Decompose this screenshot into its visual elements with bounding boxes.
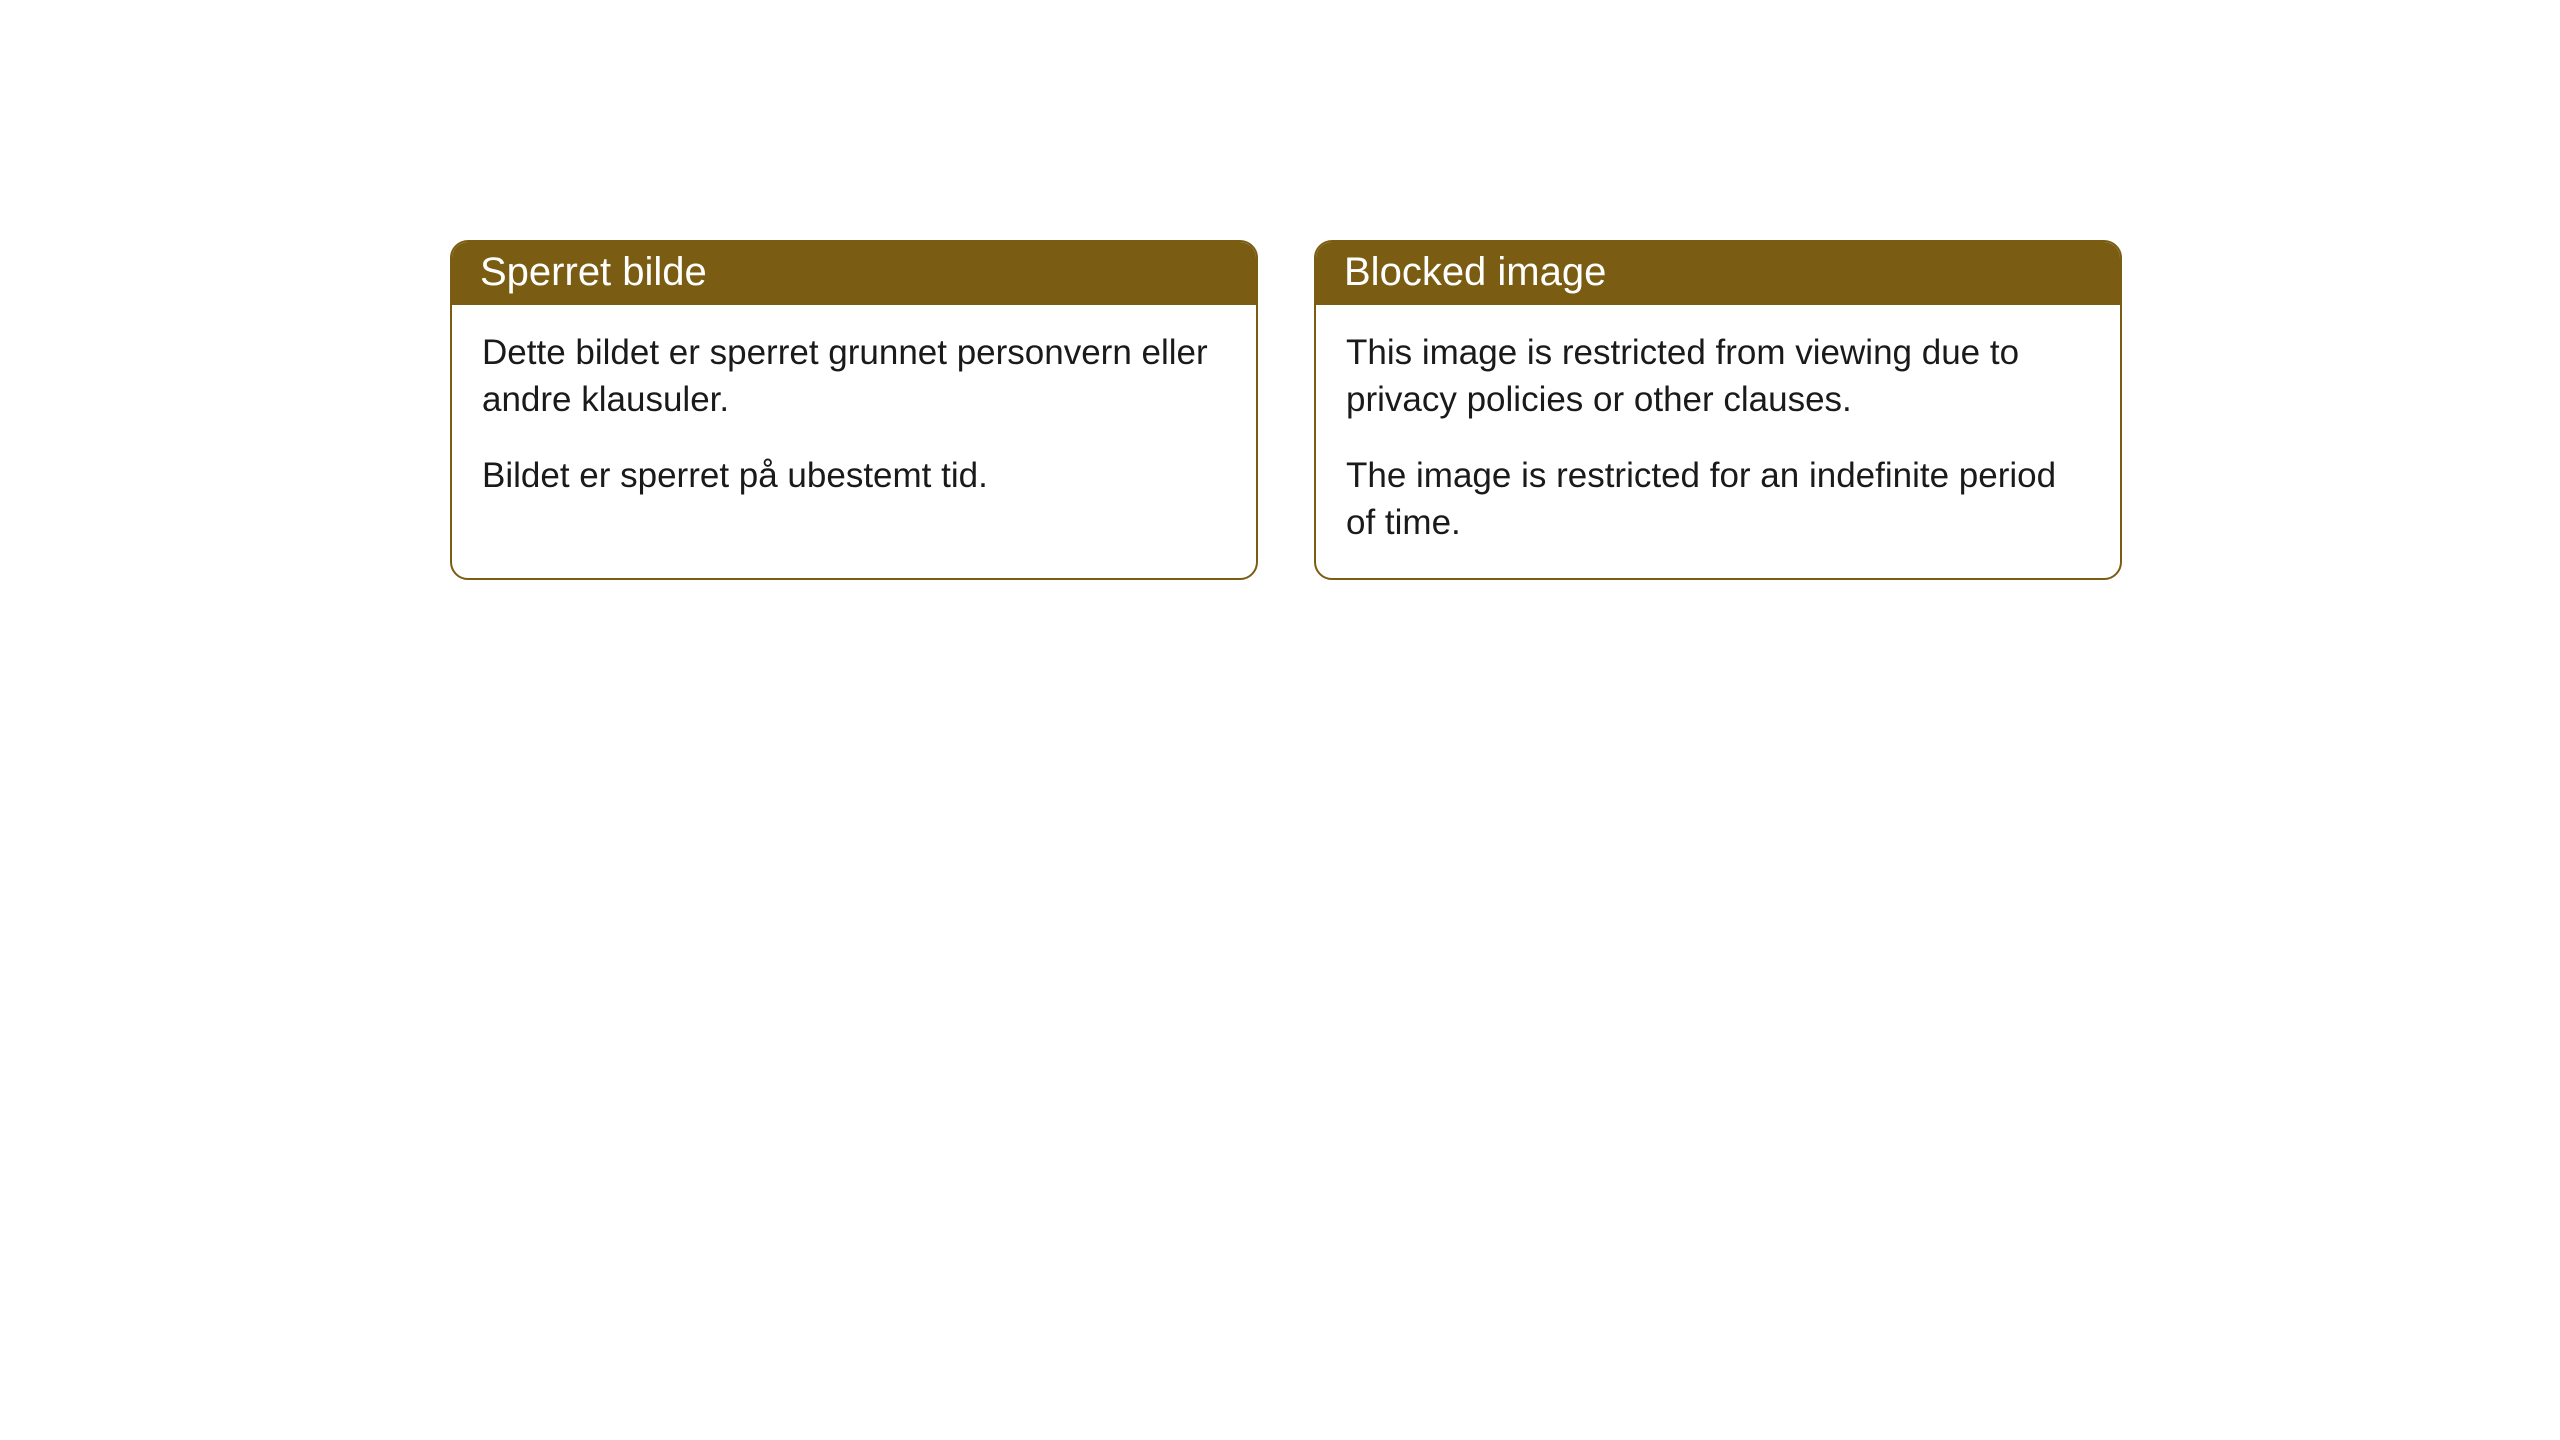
card-paragraph: This image is restricted from viewing du…: [1346, 329, 2090, 424]
card-paragraph: Bildet er sperret på ubestemt tid.: [482, 452, 1226, 499]
card-body: This image is restricted from viewing du…: [1316, 305, 2120, 578]
card-title: Blocked image: [1344, 250, 1606, 294]
card-paragraph: Dette bildet er sperret grunnet personve…: [482, 329, 1226, 424]
card-header: Blocked image: [1316, 242, 2120, 305]
cards-container: Sperret bilde Dette bildet er sperret gr…: [450, 240, 2122, 580]
card-body: Dette bildet er sperret grunnet personve…: [452, 305, 1256, 531]
notice-card-norwegian: Sperret bilde Dette bildet er sperret gr…: [450, 240, 1258, 580]
notice-card-english: Blocked image This image is restricted f…: [1314, 240, 2122, 580]
card-title: Sperret bilde: [480, 250, 707, 294]
card-paragraph: The image is restricted for an indefinit…: [1346, 452, 2090, 547]
card-header: Sperret bilde: [452, 242, 1256, 305]
